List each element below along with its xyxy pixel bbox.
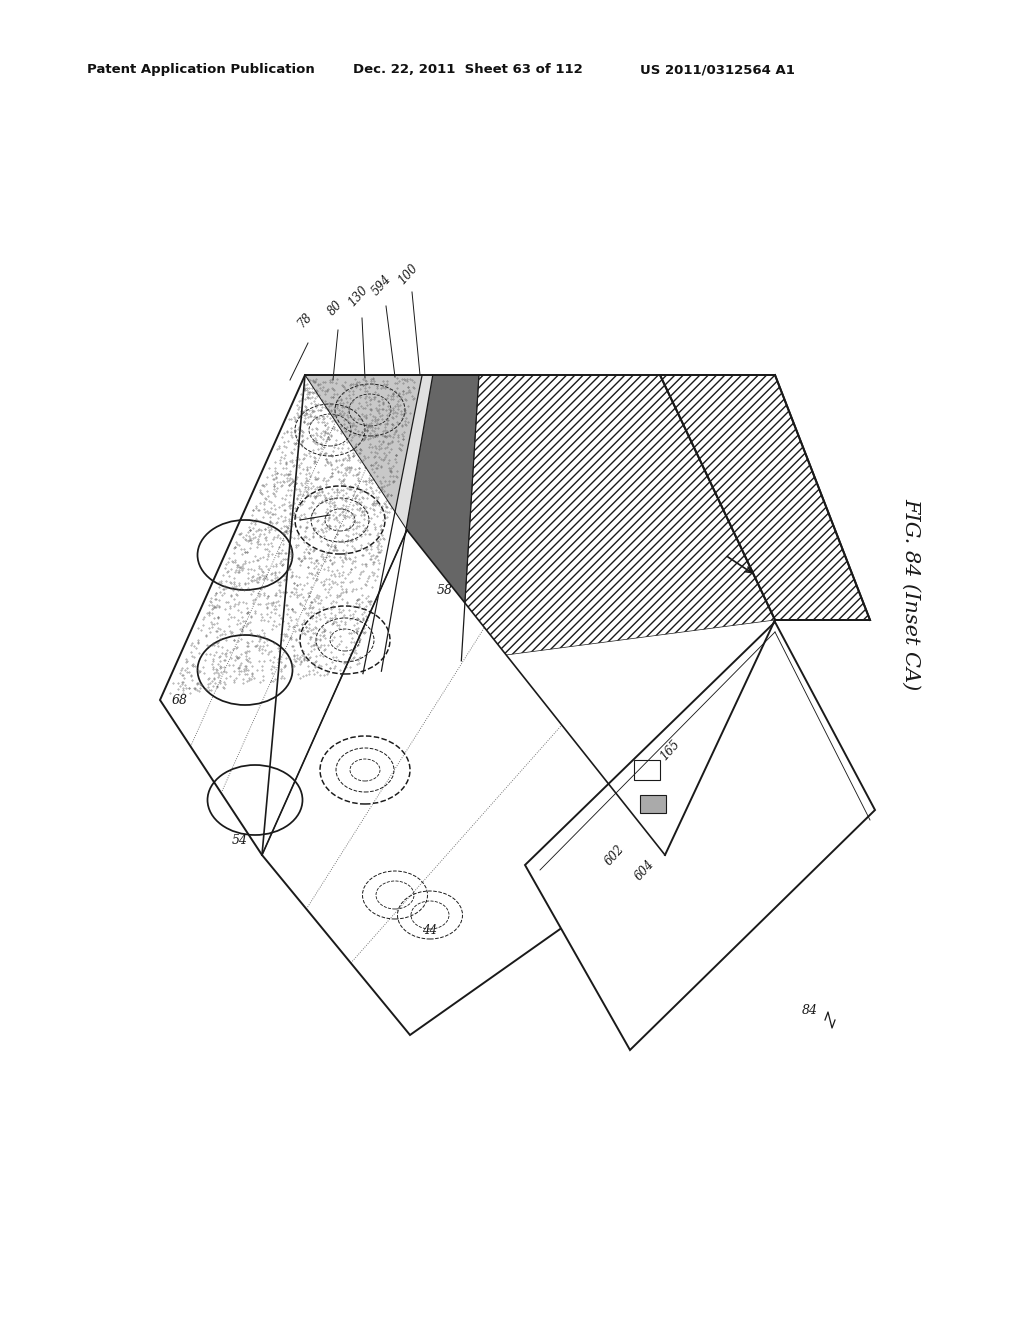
Text: 54: 54 [232,833,248,846]
Text: 78: 78 [295,310,314,330]
Polygon shape [160,375,422,700]
Text: 165: 165 [657,738,682,763]
Text: FIG. 84 (Inset CA): FIG. 84 (Inset CA) [902,498,921,690]
Ellipse shape [198,635,293,705]
Text: Patent Application Publication: Patent Application Publication [87,63,314,77]
Text: 130: 130 [346,284,371,309]
Text: 58: 58 [437,583,453,597]
Polygon shape [462,375,775,661]
Text: 604: 604 [633,857,657,883]
Ellipse shape [208,766,302,836]
Text: 80: 80 [326,298,345,318]
Text: 602: 602 [603,842,628,867]
Text: 100: 100 [395,261,421,286]
Text: 594: 594 [370,272,394,298]
Polygon shape [525,622,874,1049]
Polygon shape [634,760,660,780]
Text: Dec. 22, 2011  Sheet 63 of 112: Dec. 22, 2011 Sheet 63 of 112 [353,63,583,77]
Polygon shape [160,375,407,855]
Ellipse shape [198,520,293,590]
Polygon shape [640,795,666,813]
Polygon shape [262,531,665,1035]
Text: 44: 44 [423,924,437,936]
Polygon shape [362,375,433,673]
Polygon shape [160,375,775,1035]
Text: US 2011/0312564 A1: US 2011/0312564 A1 [640,63,795,77]
Text: 68: 68 [172,693,188,706]
Polygon shape [381,375,479,671]
Polygon shape [660,375,870,620]
Text: 84: 84 [802,1003,818,1016]
